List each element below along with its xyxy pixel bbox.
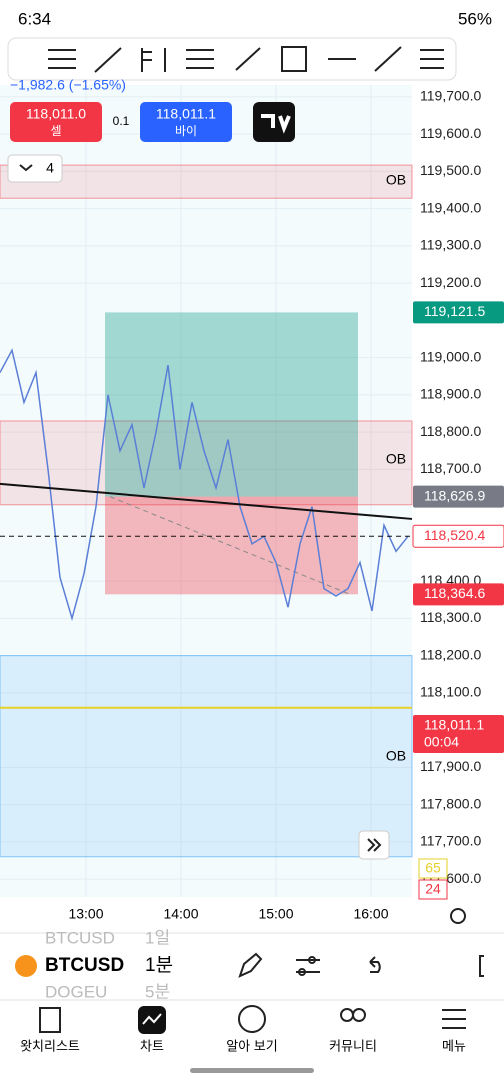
ob-zone [0,655,413,858]
plot: 119,700.0 119,600.0 119,500.0 119,400.0 119,… [0,85,481,897]
status-time: 6:34 [18,9,51,28]
y-tick-label: 118,100.0 [420,684,481,700]
nav-label[interactable]: 알아 보기 [226,1038,277,1053]
layers-count[interactable]: 4 [46,160,54,176]
sell-label[interactable]: 셀 [50,124,61,138]
target-line [109,496,351,595]
status-bar [0,0,504,40]
bottom-nav: 왓치리스트 차트 알아 보기 커뮤니티 메뉴 [20,1005,466,1053]
price-tag [412,524,504,548]
price-tag [413,301,504,324]
nav-label[interactable]: 메뉴 [442,1038,466,1053]
ob-label: OB [386,451,406,467]
ghost-interval: 5분 [145,982,170,1001]
price-tag-label: 119,121.5 [424,303,485,319]
buy-button[interactable]: 118,011.1 바이 [140,102,232,142]
ghost-symbol: DOGEU [45,982,107,1001]
chart-bg [0,85,412,897]
home-indicator [190,1068,314,1073]
indicator-tag-label: 24 [425,881,441,897]
ob-label: OB [386,172,406,188]
ob-label: OB [386,748,406,764]
y-tick-label: 119,500.0 [420,162,481,178]
y-tick-label: 118,300.0 [420,609,481,625]
nav-label[interactable]: 차트 [140,1038,164,1053]
y-tick-label: 118,900.0 [420,386,481,402]
price-tag-label: 118,626.9 [424,487,485,503]
trendline [0,482,413,520]
price-tag [413,583,504,606]
nav-label[interactable]: 커뮤니티 [329,1038,377,1053]
ghost-symbol: BTCUSD [45,928,115,947]
x-tick-label: 16:00 [353,906,388,922]
x-tick-label: 13:00 [68,906,103,922]
y-tick-label: 118,200.0 [420,646,481,662]
countdown: 00:04 [424,734,459,750]
indicator-tag [418,879,448,900]
ob-zone [0,420,413,506]
tv-logo [253,102,295,142]
indicator-tag [418,858,448,879]
layers-toggle[interactable]: 4 [7,154,63,183]
nav-label[interactable]: 왓치리스트 [20,1038,80,1053]
y-tick-label: 119,200.0 [420,274,481,290]
settings-icon[interactable] [450,908,466,924]
price-change: −1,982.6 (−1.65%) [10,77,126,93]
y-tick-label: 118,700.0 [420,460,481,476]
symbol[interactable]: BTCUSD [45,955,124,976]
loss-box [105,496,358,595]
y-tick-label: 119,700.0 [420,88,481,104]
y-tick-label: 119,000.0 [420,348,481,364]
y-tick-label: 117,800.0 [420,795,481,811]
buy-price[interactable]: 118,011.1 [156,106,216,122]
x-tick-label: 15:00 [258,906,293,922]
y-tick-label: 117,700.0 [420,833,481,849]
quantity[interactable]: 0.1 [113,114,130,128]
price-tag-label: 118,364.6 [424,585,485,601]
indicator-tag-label: 65 [425,860,441,876]
ob-zone [0,164,413,199]
last-price-label: 118,011.1 [424,717,484,733]
y-tick-label: 119,300.0 [420,237,481,253]
interval[interactable]: 1분 [145,955,173,976]
y-tick-label: 118,800.0 [420,423,481,439]
price-tag [413,485,504,508]
sell-price[interactable]: 118,011.0 [26,106,86,122]
btc-icon [15,955,37,977]
x-tick-label: 14:00 [163,906,198,922]
ghost-interval: 1일 [145,928,170,947]
price-tag-label: 118,520.4 [424,527,485,543]
y-tick-label: 119,600.0 [420,125,481,141]
scroll-button[interactable] [358,830,390,860]
y-tick-label: 119,400.0 [420,199,481,215]
profit-box [105,312,358,497]
status-battery: 56% [458,9,492,28]
drawing-toolbar [7,37,457,81]
last-price-tag [413,714,504,753]
symbol-tools[interactable] [238,952,484,978]
buy-label[interactable]: 바이 [175,124,197,138]
price-line [0,348,409,622]
y-tick-label: 117,900.0 [420,758,481,774]
sell-button[interactable]: 118,011.0 셀 [10,102,102,142]
